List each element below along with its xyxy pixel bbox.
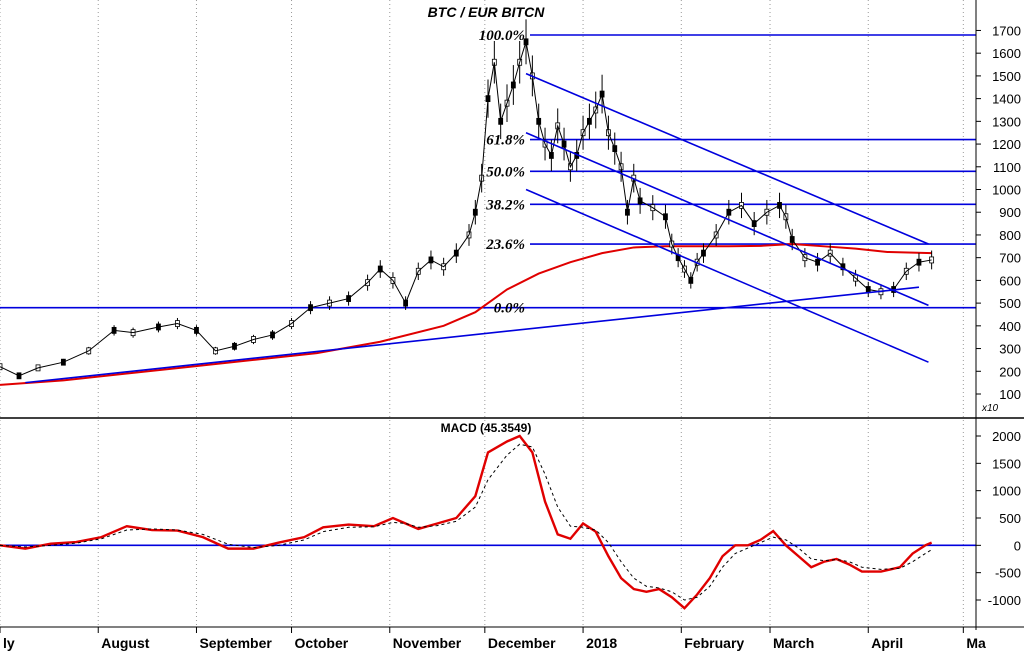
macd-y-tick-label-3: 500	[999, 511, 1021, 526]
price-y-tick-label-6: 700	[999, 251, 1021, 266]
grid-layer	[0, 0, 964, 625]
price-y-tick-label-14: 1500	[992, 69, 1021, 84]
price-y-tick-label-0: 100	[999, 387, 1021, 402]
price-y-tick-label-7: 800	[999, 228, 1021, 243]
price-y-tick-label-3: 400	[999, 319, 1021, 334]
price-y-tick-label-12: 1300	[992, 114, 1021, 129]
fib-label-4: 23.6%	[485, 237, 525, 253]
fib-label-3: 38.2%	[485, 197, 525, 213]
x-month-label-2: September	[199, 635, 272, 651]
price-y-tick-label-5: 600	[999, 273, 1021, 288]
macd-y-tick-label-5: 1500	[992, 456, 1021, 471]
macd-y-tick-label-1: -500	[995, 566, 1021, 581]
moving-average-line	[0, 243, 932, 386]
price-y-tick-label-11: 1200	[992, 137, 1021, 152]
x-month-label-5: December	[488, 635, 556, 651]
scale-note: x10	[981, 403, 999, 414]
trendline-2	[525, 131, 929, 307]
x-month-label-0: ly	[3, 635, 15, 651]
price-y-tick-label-8: 900	[999, 205, 1021, 220]
macd-series-0	[0, 434, 933, 610]
price-y-tick-label-16: 1700	[992, 23, 1021, 38]
macd-panel	[0, 434, 976, 610]
macd-y-tick-label-2: 0	[1014, 538, 1021, 553]
price-y-tick-label-4: 500	[999, 296, 1021, 311]
x-month-label-1: August	[101, 635, 150, 651]
fib-label-2: 50.0%	[486, 164, 525, 180]
price-y-tick-label-9: 1000	[992, 183, 1021, 198]
macd-y-tick-label-0: -1000	[988, 593, 1021, 608]
x-month-label-9: April	[871, 635, 903, 651]
trendline-0	[25, 286, 920, 384]
macd-y-tick-label-4: 1000	[992, 484, 1021, 499]
x-month-label-7: February	[684, 635, 744, 651]
price-line	[0, 41, 932, 377]
x-month-label-10: Ma	[966, 635, 986, 651]
x-month-label-3: October	[295, 635, 349, 651]
macd-y-tick-label-6: 2000	[992, 429, 1021, 444]
fib-label-0: 100.0%	[479, 28, 525, 44]
trendline-1	[525, 72, 929, 245]
macd-series-1	[0, 443, 932, 601]
price-chart-title: BTC / EUR BITCN	[428, 4, 546, 20]
price-panel: 100.0% 61.8% 50.0% 38.2% 23.6% 0.0%	[0, 19, 976, 386]
x-month-label-8: March	[773, 635, 814, 651]
fib-label-1: 61.8%	[486, 133, 525, 149]
price-y-tick-label-10: 1100	[993, 160, 1021, 175]
macd-chart-title: MACD (45.3549)	[441, 421, 532, 435]
price-y-tick-label-1: 200	[999, 364, 1021, 379]
trendline-3	[525, 188, 929, 363]
x-month-label-6: 2018	[586, 635, 617, 651]
price-y-tick-label-13: 1400	[992, 92, 1021, 107]
price-y-tick-label-15: 1600	[992, 46, 1021, 61]
price-y-tick-label-2: 300	[999, 342, 1021, 357]
x-month-label-4: November	[393, 635, 462, 651]
fib-label-5: 0.0%	[494, 301, 525, 317]
